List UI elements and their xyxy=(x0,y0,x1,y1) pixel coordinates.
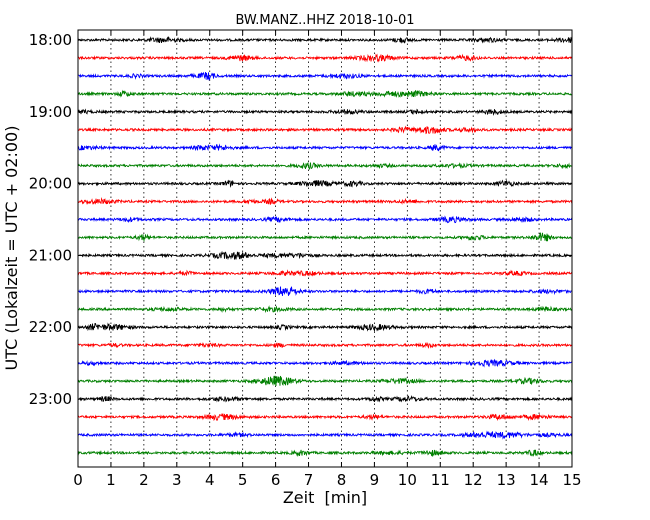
x-tick-label: 0 xyxy=(73,471,83,489)
y-tick-label: 20:00 xyxy=(29,175,72,193)
trace-1930 xyxy=(77,143,573,152)
trace-2245 xyxy=(77,375,573,387)
y-tick-label: 23:00 xyxy=(29,390,72,408)
ticks: 0 1 2 3 4 5 6 7 8 9 10 11 12 13 14 1518:0019:0020:0021:… xyxy=(29,30,582,489)
chart-title: BW.MANZ..HHZ 2018-10-01 xyxy=(235,13,414,28)
trace-2200 xyxy=(77,322,573,332)
trace-1830 xyxy=(77,71,573,81)
x-tick-label: 4 xyxy=(205,471,215,489)
trace-2230 xyxy=(77,358,573,368)
x-tick-label: 1 xyxy=(106,471,116,489)
x-tick-label: 3 xyxy=(172,471,182,489)
trace-2130 xyxy=(77,286,573,296)
x-tick-label: 15 xyxy=(562,471,581,489)
trace-1815 xyxy=(77,53,573,63)
trace-2015 xyxy=(77,196,573,206)
trace-2345 xyxy=(77,449,573,458)
trace-1915 xyxy=(77,125,573,135)
x-tick-label: 14 xyxy=(530,471,549,489)
trace-2030 xyxy=(77,215,573,224)
grid-lines xyxy=(110,30,540,467)
x-tick-label: 12 xyxy=(464,471,483,489)
x-tick-label: 8 xyxy=(337,471,347,489)
trace-2315 xyxy=(77,412,573,422)
trace-1900 xyxy=(77,108,573,116)
y-tick-label: 19:00 xyxy=(29,103,72,121)
y-tick-label: 22:00 xyxy=(29,318,72,336)
trace-2115 xyxy=(77,269,573,277)
traces xyxy=(77,36,573,458)
trace-2000 xyxy=(77,179,573,188)
x-tick-label: 6 xyxy=(271,471,281,489)
y-tick-label: 18:00 xyxy=(29,31,72,49)
x-tick-label: 13 xyxy=(497,471,516,489)
plot-frame xyxy=(77,29,573,468)
x-tick-label: 2 xyxy=(139,471,149,489)
x-axis-label: Zeit [min] xyxy=(283,488,367,507)
y-tick-label: 21:00 xyxy=(29,246,72,264)
trace-1800 xyxy=(77,36,573,44)
trace-1845 xyxy=(77,89,573,98)
trace-2100 xyxy=(77,250,573,261)
y-axis-label: UTC (Lokalzeit = UTC + 02:00) xyxy=(2,126,21,371)
trace-2300 xyxy=(77,395,573,403)
x-tick-label: 5 xyxy=(238,471,248,489)
x-tick-label: 10 xyxy=(398,471,417,489)
trace-2145 xyxy=(77,305,573,314)
trace-1945 xyxy=(77,161,573,171)
trace-2045 xyxy=(77,232,573,243)
x-tick-label: 9 xyxy=(370,471,380,489)
x-tick-label: 7 xyxy=(304,471,314,489)
x-tick-label: 11 xyxy=(431,471,450,489)
trace-2330 xyxy=(77,430,573,440)
trace-2215 xyxy=(77,342,573,349)
